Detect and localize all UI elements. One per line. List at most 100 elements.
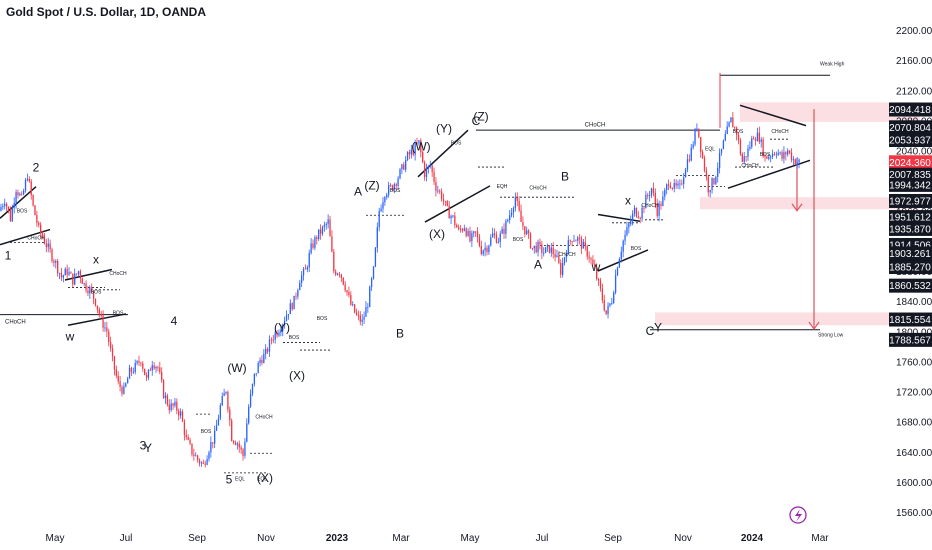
candle-body-24 [45, 243, 47, 248]
candle-body-255 [482, 250, 484, 255]
candle-body-347 [656, 203, 658, 216]
wave-label-22: w [591, 260, 601, 274]
x-tick-7: Jul [536, 533, 549, 544]
structure-label-6: CHoCH [255, 415, 273, 421]
wave-label-17: (Y) [436, 121, 452, 135]
candle-body-170 [321, 226, 324, 234]
structure-label-14: CHoCH [529, 186, 547, 192]
candle-body-227 [429, 165, 431, 167]
candle-body-148 [280, 330, 282, 333]
price-badge-2 [889, 133, 932, 148]
candle-body-228 [431, 165, 433, 172]
candle-body-25 [47, 243, 49, 248]
candle-body-202 [382, 202, 384, 209]
wave-label-23: x [625, 194, 631, 208]
candle-body-169 [319, 229, 322, 234]
candle-body-366 [692, 144, 694, 148]
candle-body-241 [456, 225, 458, 228]
candle-body-256 [484, 247, 486, 251]
candle-body-115 [217, 418, 220, 426]
candle-body-189 [357, 314, 360, 316]
candle-body-39 [74, 273, 76, 285]
wave-label-18: C [472, 114, 481, 128]
candle-body-76 [144, 368, 146, 375]
candle-body-240 [454, 215, 456, 226]
structure-label-16: CHoCH [558, 252, 576, 258]
candle-body-72 [136, 361, 138, 364]
candle-body-21 [40, 224, 42, 234]
candle-body-402 [760, 139, 762, 142]
candle-body-351 [664, 189, 666, 197]
y-tick-9: 1840.000 [896, 297, 932, 308]
candle-body-73 [138, 361, 140, 363]
candle-body-29 [55, 260, 57, 263]
candle-body-153 [289, 303, 291, 315]
candle-body-342 [647, 194, 649, 196]
candle-body-380 [718, 152, 721, 168]
structure-label-22: CHoCH [741, 163, 759, 169]
candle-body-43 [81, 278, 83, 284]
candle-body-17 [32, 195, 34, 206]
candle-body-310 [586, 246, 588, 257]
candle-body-226 [427, 166, 430, 169]
candle-body-2 [4, 203, 6, 206]
candle-body-98 [185, 434, 187, 438]
candle-body-57 [108, 331, 110, 343]
candle-body-397 [751, 138, 753, 147]
candle-body-365 [690, 147, 692, 161]
candle-body-130 [246, 423, 248, 442]
candle-body-89 [168, 404, 170, 411]
price-badge-14 [889, 332, 932, 347]
wave-label-15: (W) [411, 140, 430, 154]
candle-body-356 [673, 183, 675, 189]
candle-body-28 [53, 260, 55, 263]
candle-body-373 [705, 170, 708, 177]
price-badge-text-1: 2070.804 [889, 123, 931, 134]
candle-body-267 [505, 221, 507, 234]
candle-body-309 [584, 241, 587, 247]
candle-body-324 [613, 292, 615, 303]
candle-body-180 [340, 274, 343, 278]
candle-body-190 [359, 315, 361, 322]
candle-body-16 [30, 181, 32, 196]
candle-body-340 [643, 207, 645, 209]
candle-body-179 [338, 273, 341, 275]
candle-body-13 [24, 180, 27, 191]
candle-body-135 [255, 373, 257, 374]
candle-body-207 [391, 185, 394, 190]
candle-body-34 [64, 268, 66, 276]
candle-body-74 [140, 362, 142, 364]
x-tick-4: 2023 [326, 533, 349, 544]
candle-body-271 [512, 208, 515, 213]
candle-body-213 [403, 164, 405, 170]
candle-body-79 [149, 369, 152, 371]
candle-body-23 [43, 237, 46, 244]
candle-body-285 [539, 241, 541, 245]
candle-body-301 [569, 240, 571, 242]
candle-body-375 [709, 190, 711, 193]
candle-body-358 [677, 183, 679, 186]
candle-body-300 [567, 240, 569, 254]
candle-body-418 [790, 152, 793, 161]
wave-label-8: (W) [227, 361, 246, 375]
candle-body-323 [611, 302, 613, 304]
candle-body-327 [618, 259, 621, 268]
candle-body-348 [658, 203, 660, 216]
candle-body-173 [327, 219, 329, 224]
zones-layer [655, 102, 920, 326]
candle-body-87 [164, 395, 167, 399]
structure-label-15: BOS [513, 237, 524, 243]
candle-body-103 [195, 455, 197, 457]
candle-body-297 [561, 262, 564, 275]
candle-body-272 [514, 197, 517, 209]
price-badge-text-4: 2007.835 [889, 170, 931, 181]
price-badge-text-13: 1815.554 [889, 315, 931, 326]
candle-body-220 [416, 143, 418, 145]
candle-body-389 [735, 127, 738, 135]
candle-body-390 [737, 134, 740, 141]
candle-body-59 [111, 348, 114, 357]
candle-body-336 [635, 207, 638, 217]
candle-body-3 [5, 203, 8, 207]
candle-body-422 [798, 159, 800, 163]
